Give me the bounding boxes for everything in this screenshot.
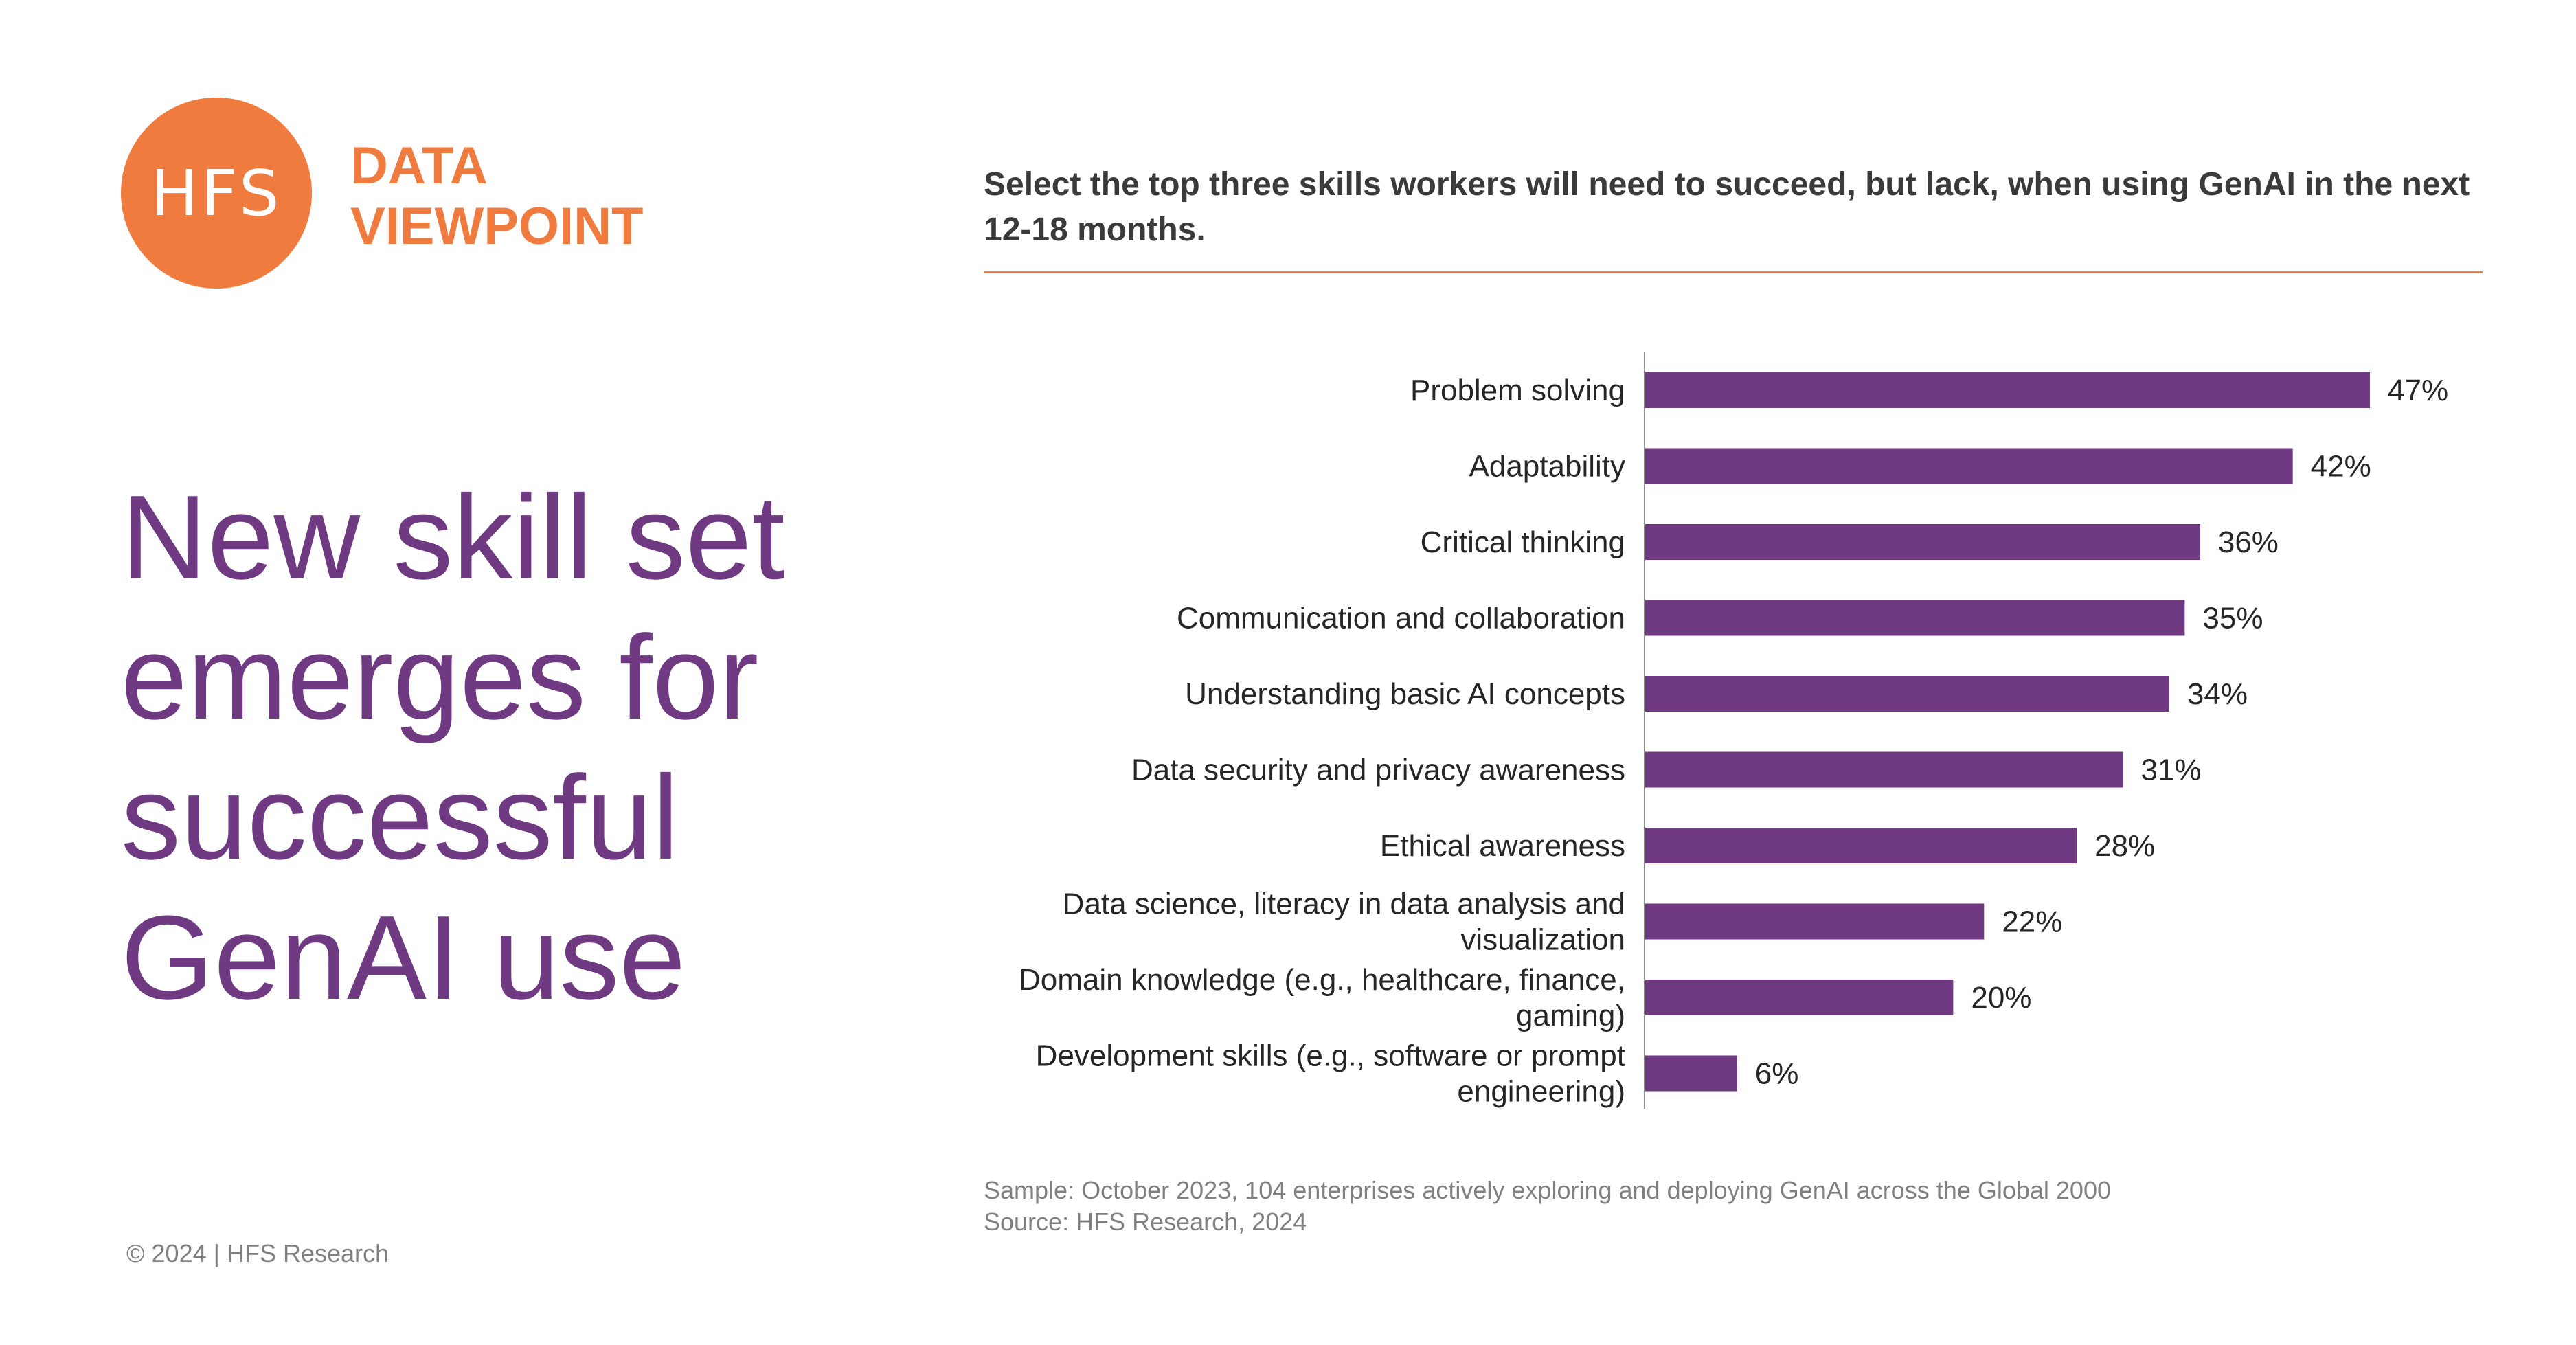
bar-3: [1645, 524, 2200, 560]
category-label-4: Communication and collaboration: [1177, 602, 1625, 635]
bar-7: [1645, 828, 2077, 863]
value-label-9: 20%: [1971, 981, 2031, 1015]
hfs-logo-circle: HFS: [121, 98, 312, 289]
category-label-5: Understanding basic AI concepts: [1185, 677, 1625, 711]
hfs-logo-mark: HFS: [150, 156, 282, 230]
value-label-1: 47%: [2388, 374, 2448, 407]
source-note: Source: HFS Research, 2024: [984, 1208, 1307, 1236]
bar-5: [1645, 676, 2169, 712]
tag-line-1: DATA: [350, 137, 488, 195]
value-label-5: 34%: [2187, 677, 2248, 711]
value-label-8: 22%: [2002, 905, 2062, 939]
bar-1: [1645, 372, 2370, 408]
value-label-3: 36%: [2218, 525, 2279, 559]
bar-10: [1645, 1055, 1737, 1092]
category-label-7: Ethical awareness: [1380, 829, 1625, 863]
category-label-2: Adaptability: [1469, 450, 1625, 484]
chart-question: Select the top three skills workers will…: [984, 166, 2470, 248]
category-label-3: Critical thinking: [1421, 525, 1625, 559]
category-label-1: Problem solving: [1410, 374, 1625, 407]
footnotes: Sample: October 2023, 104 enterprises ac…: [984, 1175, 2111, 1238]
value-label-7: 28%: [2094, 829, 2155, 863]
sample-note: Sample: October 2023, 104 enterprises ac…: [984, 1176, 2111, 1204]
tag-line-2: VIEWPOINT: [350, 197, 644, 256]
bar-8: [1645, 903, 1985, 940]
value-label-10: 6%: [1755, 1057, 1799, 1091]
bar-9: [1645, 980, 1954, 1015]
category-label-6: Data security and privacy awareness: [1131, 754, 1625, 787]
category-label-9: Domain knowledge (e.g., healthcare, fina…: [1019, 963, 1625, 1032]
bar-2: [1645, 448, 2293, 484]
value-label-4: 35%: [2202, 602, 2263, 635]
skills-bar-chart: 47% Problem solving 42% Adaptability 36% Crit…: [1019, 352, 2448, 1109]
category-label-10: Development skills (e.g., software or pr…: [1036, 1039, 1625, 1109]
value-label-6: 31%: [2141, 754, 2202, 787]
category-label-8: Data science, literacy in data analysis …: [1063, 888, 1625, 957]
bar-6: [1645, 751, 2123, 788]
data-viewpoint-tag: DATA VIEWPOINT: [350, 136, 643, 257]
bar-4: [1645, 600, 2185, 636]
value-label-2: 42%: [2311, 450, 2371, 484]
question-divider: [984, 271, 2483, 273]
copyright: © 2024 | HFS Research: [126, 1239, 389, 1267]
headline: New skill set emerges for successful Gen…: [121, 470, 785, 1024]
